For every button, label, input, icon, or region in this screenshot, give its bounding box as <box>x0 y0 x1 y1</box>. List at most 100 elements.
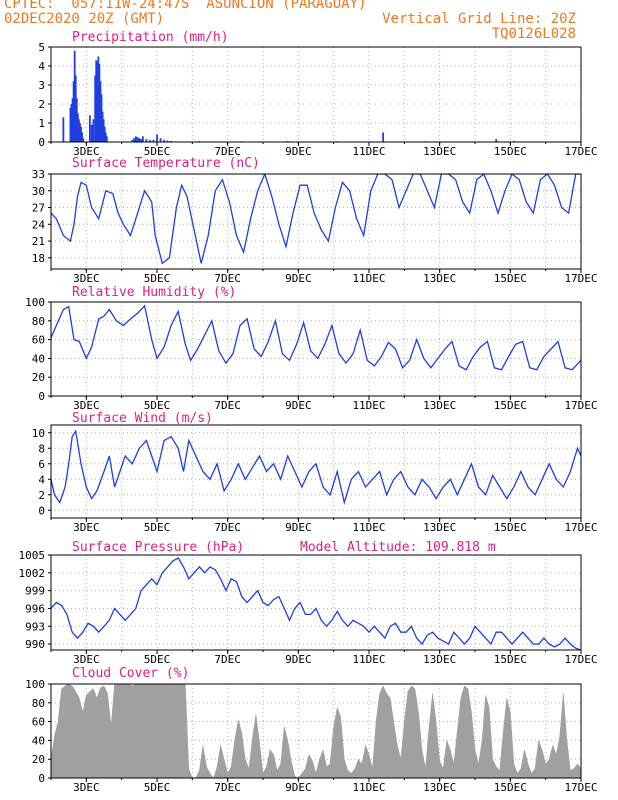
y-tick-label: 999 <box>25 585 45 598</box>
model-altitude-label: Model Altitude: 109.818 m <box>300 540 496 555</box>
x-tick-label: 3DEC <box>73 781 100 794</box>
x-tick-label: 9DEC <box>285 781 312 794</box>
precip-bar <box>156 134 158 142</box>
precip-bar <box>95 60 98 142</box>
x-tick-label: 11DEC <box>352 272 385 285</box>
precip-bar <box>163 140 165 142</box>
panel-title: Relative Humidity (%) <box>72 285 236 300</box>
y-tick-label: 21 <box>32 235 45 248</box>
panel-temperature: 18 21 24 27 30 33 3DEC 5DEC 7DEC 9DEC 11DEC 13DEC 15… <box>32 156 598 285</box>
y-tick-label: 0 <box>38 390 45 403</box>
y-tick-label: 8 <box>38 442 45 455</box>
precip-bar <box>99 81 102 142</box>
precip-bar <box>88 115 91 142</box>
precip-bar <box>103 126 106 142</box>
x-tick-label: 3DEC <box>73 521 100 534</box>
precip-bar <box>100 94 103 142</box>
y-tick-label: 0 <box>38 136 45 149</box>
x-tick-label: 17DEC <box>564 521 597 534</box>
precip-bar <box>134 136 137 142</box>
plot-frame <box>50 173 582 270</box>
x-tick-label: 9DEC <box>285 521 312 534</box>
x-tick-label: 5DEC <box>144 521 171 534</box>
precip-bar <box>101 111 104 142</box>
wind-line <box>51 429 581 506</box>
precip-bar <box>92 119 95 142</box>
y-tick-label: 100 <box>25 296 45 309</box>
x-tick-label: 9DEC <box>285 399 312 412</box>
panel-humidity: 0 20 40 60 80 100 3DEC 5DEC 7DEC 9DEC 11DEC 13DEC 15… <box>25 285 597 412</box>
precip-bar <box>70 104 73 142</box>
x-tick-label: 17DEC <box>564 399 597 412</box>
precip-bar <box>98 64 101 142</box>
y-tick-label: 18 <box>32 252 45 265</box>
precip-bar <box>131 140 134 142</box>
precip-bar <box>80 126 82 142</box>
panel-precipitation: 0 1 2 3 4 5 3DEC 5DEC 7DEC 9DEC 11DEC 13DEC 15DEC 17D… <box>38 30 597 158</box>
precip-bar <box>141 136 144 142</box>
precip-bar <box>69 107 72 142</box>
precip-bar <box>72 81 75 142</box>
x-tick-label: 5DEC <box>144 781 171 794</box>
precip-bar <box>138 138 141 142</box>
x-tick-label: 11DEC <box>352 399 385 412</box>
y-tick-label: 60 <box>32 334 45 347</box>
x-tick-label: 15DEC <box>494 521 527 534</box>
y-tick-label: 993 <box>25 620 45 633</box>
x-tick-label: 15DEC <box>494 272 527 285</box>
x-tick-label: 7DEC <box>214 272 241 285</box>
precip-bar <box>82 138 85 142</box>
x-tick-label: 17DEC <box>564 145 597 158</box>
precip-bar <box>159 138 162 142</box>
precip-bar <box>97 56 100 142</box>
x-tick-label: 5DEC <box>144 399 171 412</box>
header-station: CPTEC: 057:11W-24:47S ASUNCION (PARAGUAY… <box>4 0 367 12</box>
x-tick-label: 11DEC <box>352 781 385 794</box>
precip-bar <box>166 140 169 142</box>
y-tick-label: 1 <box>38 117 45 130</box>
panel-wind: 0 2 4 6 8 10 3DEC 5DEC 7DEC 9DEC 11DEC 13DEC 15DEC 17… <box>32 411 598 534</box>
x-tick-label: 17DEC <box>564 781 597 794</box>
precip-bar <box>145 139 148 142</box>
y-tick-label: 3 <box>38 79 45 92</box>
panel-title: Cloud Cover (%) <box>72 666 189 681</box>
plot-frame <box>50 554 582 651</box>
precip-bar <box>382 132 385 142</box>
y-tick-label: 990 <box>25 638 45 651</box>
precip-bar <box>149 140 151 142</box>
panel-title: Precipitation (mm/h) <box>72 30 229 45</box>
precip-bar <box>152 139 155 142</box>
humidity-line <box>51 304 581 371</box>
x-tick-label: 15DEC <box>494 145 527 158</box>
panel-cloud-cover: 0 20 40 60 80 100 3DEC 5DEC 7DEC 9DEC 11DEC 13DEC 15… <box>25 666 597 794</box>
y-tick-label: 20 <box>32 753 45 766</box>
precip-bar <box>62 117 65 142</box>
x-tick-label: 7DEC <box>214 781 241 794</box>
y-tick-label: 80 <box>32 315 45 328</box>
precip-bar <box>140 139 142 142</box>
x-tick-label: 15DEC <box>494 781 527 794</box>
precip-bar <box>73 50 76 142</box>
header-datetime: 02DEC2020 20Z (GMT) <box>4 11 165 27</box>
precip-bar <box>79 123 81 142</box>
x-tick-label: 15DEC <box>494 653 527 666</box>
y-tick-label: 80 <box>32 697 45 710</box>
y-tick-label: 20 <box>32 371 45 384</box>
panel-title: Surface Wind (m/s) <box>72 411 213 426</box>
y-tick-label: 5 <box>38 41 45 54</box>
header-grid-note: Vertical Grid Line: 20Z <box>382 11 576 27</box>
y-tick-label: 30 <box>32 185 45 198</box>
cloud-cover-area <box>50 683 582 779</box>
precip-bar <box>75 98 78 142</box>
precip-bar <box>104 132 107 142</box>
y-tick-label: 0 <box>38 504 45 517</box>
x-tick-label: 13DEC <box>423 272 456 285</box>
x-tick-label: 11DEC <box>352 521 385 534</box>
plot-frame <box>50 46 582 143</box>
precip-bar <box>76 113 79 142</box>
precip-bar <box>81 132 83 142</box>
x-tick-label: 7DEC <box>214 521 241 534</box>
y-tick-label: 1002 <box>19 567 46 580</box>
pressure-line <box>51 557 581 650</box>
